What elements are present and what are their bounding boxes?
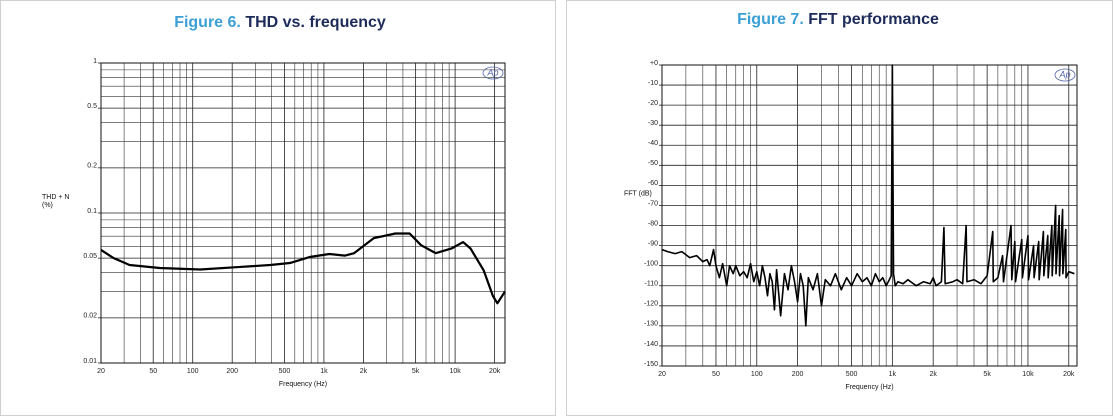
plot-frame [661, 64, 1078, 367]
y-tick-label: +0 [650, 60, 658, 67]
y-tick-label: -10 [648, 80, 658, 87]
y-tick-label: -150 [644, 361, 658, 368]
y-tick-label: -130 [644, 321, 658, 328]
y-tick-label: 0.1 [87, 208, 97, 215]
y-tick-label: -110 [645, 281, 659, 288]
y-axis-label: FFT (dB) [624, 190, 652, 197]
x-tick-label: 50 [712, 371, 720, 378]
plot-frame [100, 62, 506, 364]
y-tick-label: -30 [648, 120, 658, 127]
panel-frame [0, 0, 556, 416]
x-tick-label: 100 [751, 371, 763, 378]
x-tick-label: 5k [983, 371, 991, 378]
title-text: THD vs. frequency [245, 14, 386, 31]
x-tick-label: 2k [360, 368, 368, 375]
y-tick-label: -90 [648, 240, 658, 247]
x-tick-label: 5k [412, 368, 420, 375]
chart-title: Figure 7. FFT performance [737, 11, 939, 28]
y-tick-label: -70 [648, 200, 658, 207]
x-tick-label: 10k [1022, 371, 1034, 378]
logo-ring [482, 66, 504, 80]
y-tick-label: -100 [644, 261, 658, 268]
x-tick-label: 100 [187, 368, 199, 375]
y-tick-label: -120 [644, 301, 658, 308]
figure-label: Figure 7. [737, 11, 804, 28]
title-text: FFT performance [808, 11, 939, 28]
x-tick-label: 200 [792, 371, 804, 378]
x-tick-label: 20k [489, 368, 501, 375]
y-tick-label: 0.01 [83, 358, 97, 365]
x-tick-label: 10k [449, 368, 461, 375]
x-tick-label: 20k [1063, 371, 1075, 378]
x-axis-label: Frequency (Hz) [845, 384, 893, 391]
y-tick-label: -60 [648, 180, 658, 187]
y-tick-label: -140 [644, 341, 658, 348]
y-tick-label: 0.5 [87, 103, 97, 110]
panel-frame [566, 0, 1113, 416]
x-tick-label: 50 [149, 368, 157, 375]
data-line [100, 232, 506, 305]
x-tick-label: 1k [889, 371, 897, 378]
x-tick-label: 2k [929, 371, 937, 378]
x-tick-label: 500 [279, 368, 291, 375]
logo-ring [1054, 68, 1076, 82]
x-tick-label: 500 [846, 371, 858, 378]
figure-label: Figure 6. [174, 14, 241, 31]
y-tick-label: -40 [648, 140, 658, 147]
logo: Ap [1058, 69, 1070, 79]
y-tick-label: 0.2 [87, 163, 97, 170]
y-tick-label: -20 [648, 100, 658, 107]
x-tick-label: 1k [320, 368, 328, 375]
x-axis-label: Frequency (Hz) [279, 381, 327, 388]
y-tick-label: 0.05 [83, 253, 97, 260]
x-tick-label: 20 [97, 368, 105, 375]
y-tick-label: -50 [648, 160, 658, 167]
y-tick-label: 1 [93, 58, 97, 65]
y-axis-label: (%) [42, 202, 53, 209]
data-line [661, 64, 1075, 327]
x-tick-label: 200 [226, 368, 238, 375]
y-axis-label: THD + N [42, 194, 69, 201]
y-tick-label: -80 [648, 220, 658, 227]
y-tick-label: 0.02 [83, 313, 97, 320]
x-tick-label: 20 [658, 371, 666, 378]
logo: Ap [486, 67, 498, 77]
chart-title: Figure 6. THD vs. frequency [174, 14, 386, 31]
